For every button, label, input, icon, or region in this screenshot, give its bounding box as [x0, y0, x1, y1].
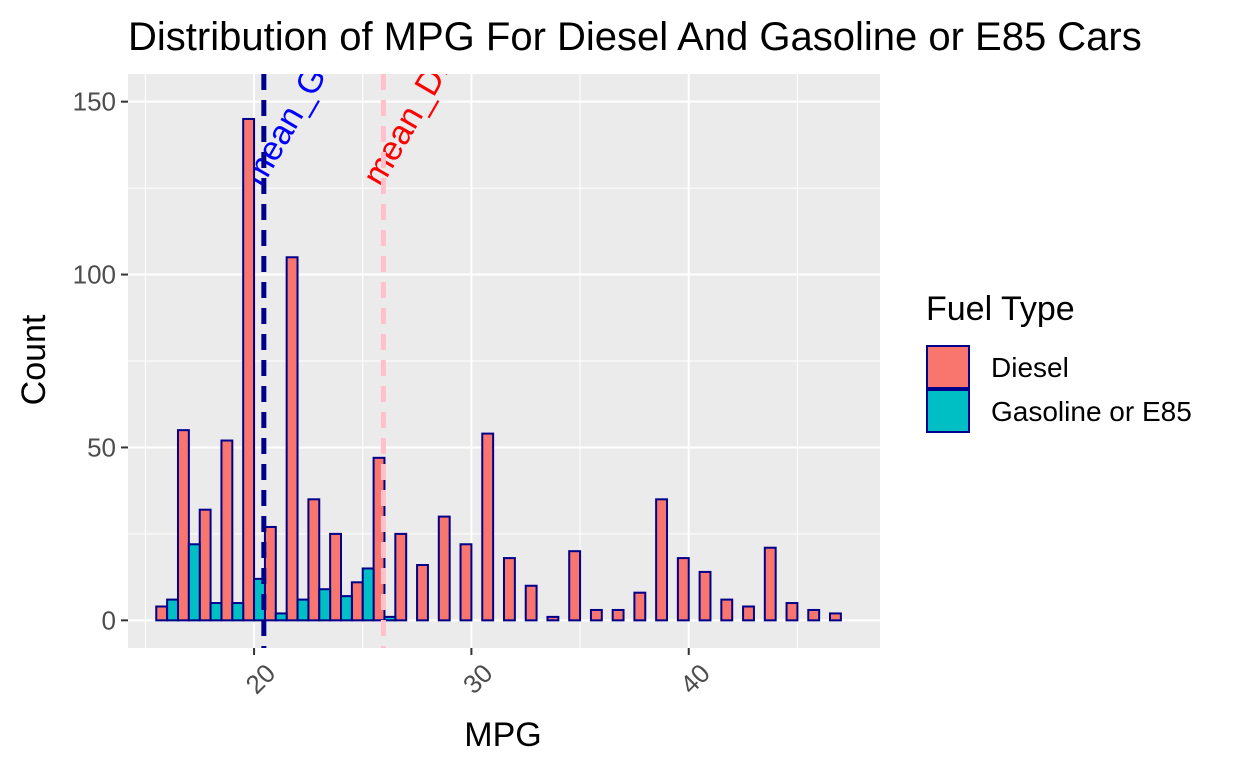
y-tick-label: 0	[102, 605, 116, 635]
bars	[155, 117, 842, 622]
bar-gasoline-or-e85	[318, 588, 332, 622]
x-tick-label: 40	[674, 658, 716, 700]
bar-diesel	[785, 602, 799, 622]
bar-diesel	[285, 256, 299, 622]
bar-diesel	[350, 581, 364, 622]
chart-title: Distribution of MPG For Diesel And Gasol…	[128, 15, 1142, 59]
reference-lines	[261, 74, 386, 648]
bar-diesel	[720, 598, 734, 622]
x-axis-title: MPG	[464, 716, 541, 754]
y-tick-label: 100	[73, 260, 116, 290]
grid-minor	[128, 74, 880, 648]
bar-gasoline-or-e85	[274, 612, 288, 622]
bar-diesel	[394, 532, 408, 622]
bar-diesel	[568, 550, 582, 622]
bar-diesel	[807, 608, 821, 622]
bar-diesel	[503, 557, 516, 622]
bar-diesel	[220, 439, 234, 622]
bar-diesel	[611, 608, 625, 622]
bar-diesel	[698, 570, 712, 622]
bar-diesel	[329, 532, 342, 622]
bar-gasoline-or-e85	[187, 543, 201, 622]
bar-diesel	[481, 432, 495, 622]
bar-gasoline-or-e85	[361, 567, 375, 622]
bar-gasoline-or-e85	[231, 602, 245, 622]
y-axis: 0 50 100 150	[73, 87, 128, 635]
bar-diesel	[829, 612, 842, 622]
bar-gasoline-or-e85	[166, 598, 179, 622]
bar-diesel	[589, 608, 603, 622]
legend-label: Gasoline or E85	[991, 396, 1192, 427]
bar-diesel	[437, 515, 451, 622]
bar-diesel	[198, 508, 212, 622]
bar-diesel	[633, 591, 647, 622]
x-axis: 20 30 40	[240, 648, 716, 700]
legend-label: Diesel	[991, 352, 1069, 383]
bar-diesel	[459, 543, 473, 622]
bar-gasoline-or-e85	[339, 595, 353, 622]
bar-gasoline-or-e85	[209, 602, 223, 622]
bar-diesel	[416, 564, 429, 622]
bar-diesel	[242, 117, 256, 622]
bar-diesel	[655, 498, 669, 622]
bar-diesel	[263, 525, 277, 622]
y-tick-label: 150	[73, 87, 116, 117]
bar-gasoline-or-e85	[383, 615, 397, 622]
bar-diesel	[742, 605, 755, 622]
bar-diesel	[372, 456, 386, 622]
legend-swatch-diesel	[926, 345, 970, 389]
legend: Fuel Type Diesel Gasoline or E85	[926, 290, 1192, 433]
bar-diesel	[546, 615, 560, 622]
bar-diesel	[307, 498, 321, 622]
bar-diesel	[176, 429, 190, 622]
bar-diesel	[763, 546, 777, 622]
bar-diesel	[155, 605, 169, 622]
bar-diesel	[524, 584, 538, 622]
y-axis-title: Count	[15, 314, 53, 405]
legend-swatch-gasoline-or-e85	[926, 389, 970, 433]
x-tick-label: 20	[240, 658, 282, 700]
y-tick-label: 50	[87, 432, 116, 462]
bar-diesel	[676, 557, 690, 622]
bar-gasoline-or-e85	[296, 598, 310, 622]
legend-title: Fuel Type	[926, 290, 1075, 328]
x-tick-label: 30	[457, 658, 499, 700]
